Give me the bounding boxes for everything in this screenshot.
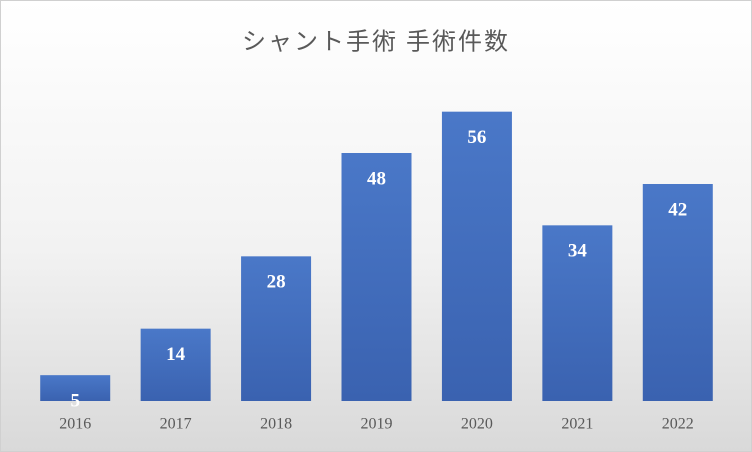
x-tick-label: 2018 [260, 416, 292, 433]
bar [40, 375, 111, 401]
bar [241, 256, 312, 401]
data-label: 5 [70, 391, 80, 412]
x-tick-label: 2020 [461, 416, 493, 433]
data-label: 28 [267, 272, 286, 293]
data-label: 42 [668, 199, 687, 220]
x-tick-label: 2019 [361, 416, 393, 433]
data-label: 34 [568, 241, 588, 262]
data-label: 14 [166, 344, 186, 365]
x-tick-label: 2017 [160, 416, 192, 433]
x-tick-label: 2022 [662, 416, 694, 433]
chart-title: シャント手術 手術件数 [242, 29, 510, 56]
data-label: 56 [467, 127, 486, 148]
x-tick-label: 2016 [59, 416, 91, 433]
bar [441, 111, 512, 402]
x-tick-label: 2021 [561, 416, 593, 433]
bar [542, 225, 613, 401]
data-label: 48 [367, 168, 386, 189]
bar [642, 184, 713, 401]
bar [140, 328, 211, 401]
bar [341, 153, 412, 401]
